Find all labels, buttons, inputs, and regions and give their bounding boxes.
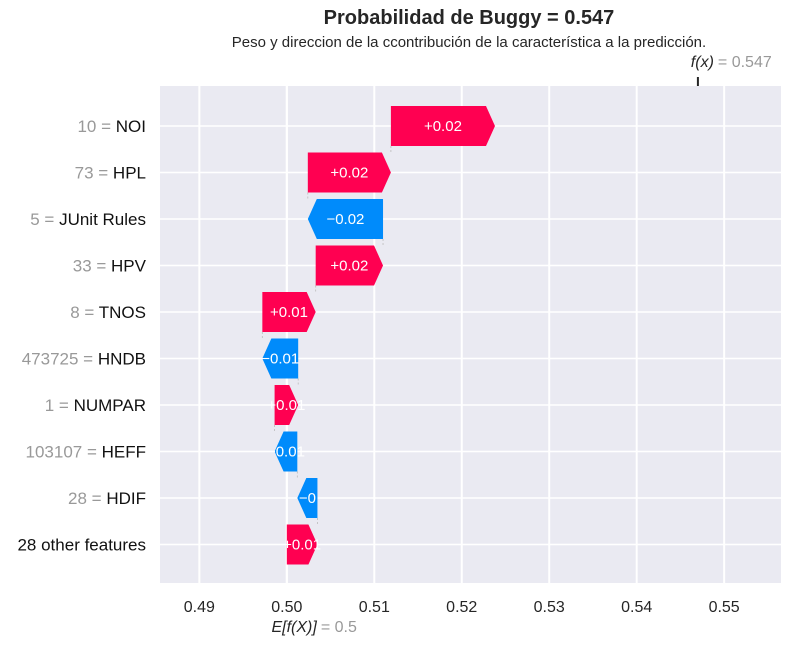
bar-value-label: −0.01	[267, 444, 305, 461]
feature-label: 8 = TNOS	[70, 303, 146, 322]
output-value-marker: f(x) = 0.547	[691, 54, 772, 86]
base-value-label: E[f(X)]	[271, 619, 317, 636]
x-tick-label: 0.49	[184, 599, 215, 616]
bars: +0.02 +0.02 −0.02 +0.02 +0.01 −0.01 +0.01 −0.01…	[261, 106, 495, 565]
bar-value-label: +0.01	[270, 304, 308, 321]
feature-value: 33 =	[73, 257, 111, 276]
waterfall-bar	[297, 478, 318, 518]
chart-subtitle: Peso y direccion de la ccontribución de …	[232, 34, 706, 51]
base-value-text: = 0.5	[321, 619, 357, 636]
guide-lines	[261, 146, 392, 525]
waterfall-bar	[262, 338, 299, 379]
feature-name: HDIF	[106, 489, 146, 508]
bar-value-label: −0.01	[261, 351, 299, 368]
feature-label: 33 = HPV	[73, 257, 147, 276]
bar-value-label: +0.02	[330, 165, 368, 182]
feature-value: 103107 =	[26, 443, 102, 462]
waterfall-bar	[286, 524, 318, 565]
feature-label: 5 = JUnit Rules	[30, 210, 146, 229]
chart-title: Probabilidad de Buggy = 0.547	[324, 7, 615, 29]
feature-name: TNOS	[99, 303, 146, 322]
x-axis: 0.49 0.50 0.51 0.52 0.53 0.54 0.55	[184, 599, 740, 616]
feature-value: 73 =	[75, 164, 113, 183]
x-tick-label: 0.53	[534, 599, 565, 616]
waterfall-bar	[262, 292, 316, 332]
waterfall-bar	[274, 385, 299, 425]
feature-name: HEFF	[102, 443, 146, 462]
base-value-marker: E[f(X)] = 0.5	[271, 619, 356, 636]
x-tick-label: 0.54	[621, 599, 652, 616]
x-tick-label: 0.52	[446, 599, 477, 616]
feature-label: 28 other features	[17, 536, 146, 555]
feature-labels: 10 = NOI 73 = HPL 5 = JUnit Rules 33 = HPV 8…	[17, 117, 146, 555]
waterfall-bar	[307, 152, 391, 193]
bar-value-label: −0.02	[326, 211, 364, 228]
feature-label: 473725 = HNDB	[22, 350, 146, 369]
plot-background	[160, 86, 781, 583]
output-value-label: f(x)	[691, 54, 714, 71]
feature-name: HPV	[111, 257, 147, 276]
feature-name: NUMPAR	[74, 396, 146, 415]
waterfall-bar	[390, 106, 495, 146]
feature-name: NOI	[116, 117, 146, 136]
output-value-text: = 0.547	[718, 54, 772, 71]
feature-name: HNDB	[98, 350, 146, 369]
bar-value-label: +0.01	[283, 537, 321, 554]
feature-name: 28 other features	[17, 536, 146, 555]
feature-value: 1 =	[45, 396, 74, 415]
waterfall-bar	[307, 199, 384, 239]
waterfall-bar	[315, 245, 384, 286]
bar-value-label: +0.01	[267, 397, 305, 414]
feature-label: 73 = HPL	[75, 164, 146, 183]
feature-value: 8 =	[70, 303, 99, 322]
feature-label: 103107 = HEFF	[26, 443, 147, 462]
x-tick-label: 0.50	[271, 599, 302, 616]
feature-value: 28 =	[68, 489, 106, 508]
waterfall-bar	[274, 431, 298, 472]
feature-value: 5 =	[30, 210, 59, 229]
x-tick-label: 0.51	[359, 599, 390, 616]
feature-label: 10 = NOI	[77, 117, 146, 136]
feature-label: 1 = NUMPAR	[45, 396, 146, 415]
bar-value-label: +0.02	[424, 118, 462, 135]
feature-label: 28 = HDIF	[68, 489, 146, 508]
feature-name: JUnit Rules	[59, 210, 146, 229]
bar-value-label: −0	[299, 490, 316, 507]
feature-value: 473725 =	[22, 350, 98, 369]
feature-name: HPL	[113, 164, 146, 183]
x-tick-label: 0.55	[709, 599, 740, 616]
bar-value-label: +0.02	[330, 258, 368, 275]
feature-value: 10 =	[77, 117, 115, 136]
